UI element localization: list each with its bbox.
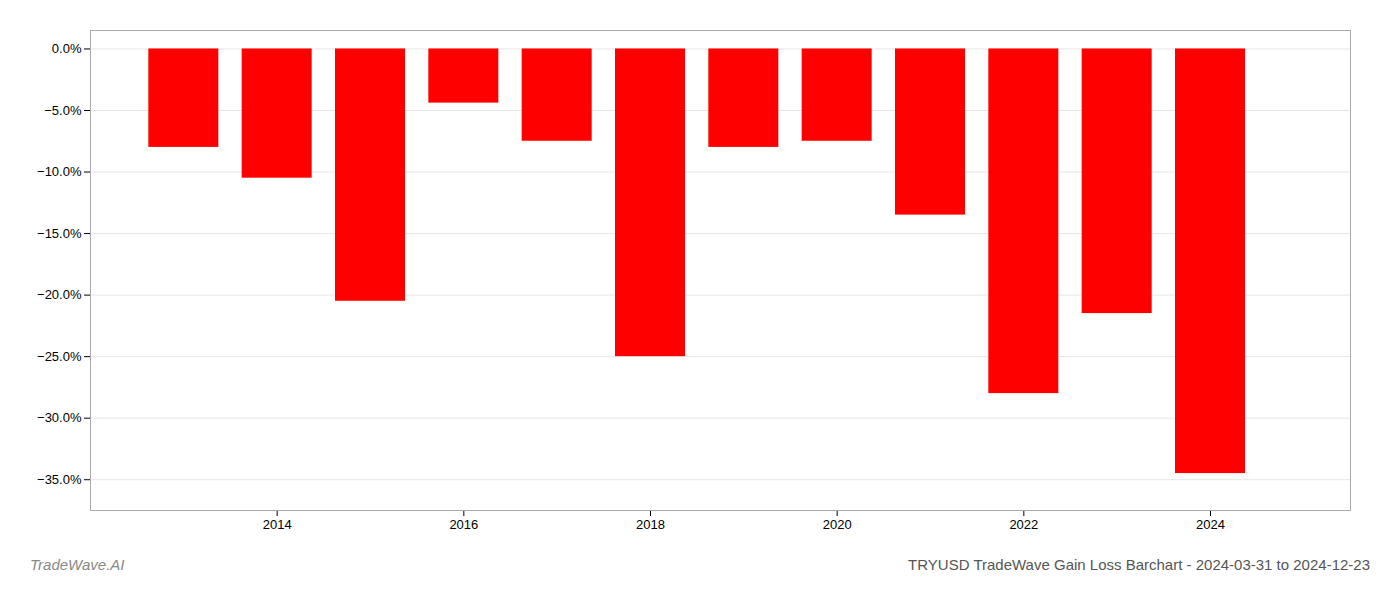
svg-text:−35.0%: −35.0% [37,472,82,487]
svg-text:−10.0%: −10.0% [37,164,82,179]
svg-text:2016: 2016 [449,517,478,532]
html-text:TRYUSD TradeWave Gain Loss Bar: TRYUSD TradeWave Gain Loss Barchart - 20… [908,556,1370,573]
svg-text:2024: 2024 [1196,517,1225,532]
svg-text:−25.0%: −25.0% [37,349,82,364]
svg-text:−5.0%: −5.0% [44,103,82,118]
svg-text:2022: 2022 [1009,517,1038,532]
svg-text:2014: 2014 [263,517,292,532]
svg-text:2020: 2020 [823,517,852,532]
html-text:TradeWave.AI: TradeWave.AI [30,556,125,573]
svg-text:−30.0%: −30.0% [37,410,82,425]
svg-text:0.0%: 0.0% [52,41,82,56]
svg-text:−20.0%: −20.0% [37,287,82,302]
svg-text:−15.0%: −15.0% [37,226,82,241]
svg-text:2018: 2018 [636,517,665,532]
